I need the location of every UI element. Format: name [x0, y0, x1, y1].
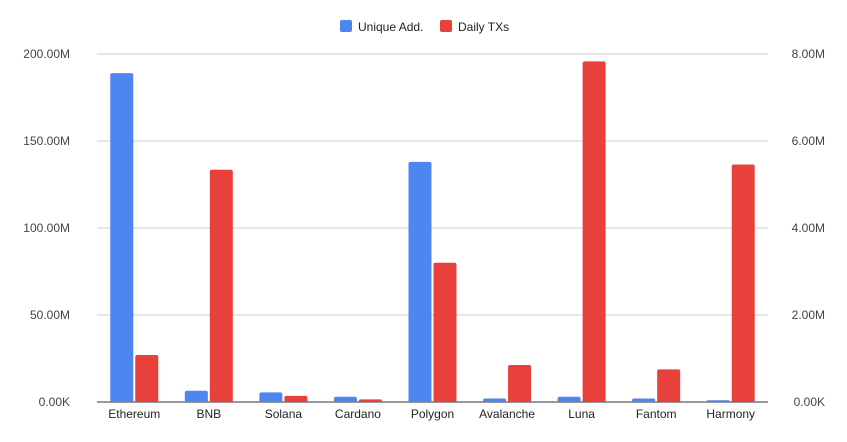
bar-daily-txs-luna	[582, 61, 606, 403]
bar-unique-add-cardano	[333, 396, 357, 402]
bar-unique-add-avalanche	[483, 398, 507, 402]
bar-unique-add-ethereum	[110, 73, 134, 402]
right-tick-label: 8.00M	[792, 47, 825, 61]
category-label: Ethereum	[108, 407, 160, 421]
category-label: BNB	[196, 407, 221, 421]
bar-daily-txs-cardano	[358, 399, 382, 402]
bar-daily-txs-fantom	[657, 369, 681, 402]
right-tick-label: 2.00M	[792, 308, 825, 322]
left-tick-label: 100.00M	[23, 221, 70, 235]
category-label: Solana	[265, 407, 303, 421]
category-label: Avalanche	[479, 407, 535, 421]
right-tick-label: 6.00M	[792, 134, 825, 148]
bar-unique-add-harmony	[706, 400, 730, 402]
category-axis: Ethereum BNB Solana Cardano Polygon Avalanche…	[108, 407, 755, 421]
bar-daily-txs-bnb	[209, 169, 233, 402]
bar-daily-txs-polygon	[433, 262, 457, 402]
bar-unique-add-fantom	[632, 398, 656, 402]
bar-daily-txs-avalanche	[508, 365, 532, 402]
category-label: Luna	[568, 407, 595, 421]
bars	[110, 61, 755, 403]
left-axis: 0.00K 50.00M 100.00M 150.00M 200.00M	[23, 47, 70, 409]
right-axis: 0.00K 2.00M 4.00M 6.00M 8.00M	[792, 47, 825, 409]
legend-label-unique-add: Unique Add.	[358, 20, 423, 34]
category-label: Cardano	[335, 407, 381, 421]
legend-label-daily-txs: Daily TXs	[458, 20, 509, 34]
gridlines	[97, 53, 768, 403]
left-tick-label: 50.00M	[30, 308, 70, 322]
bar-daily-txs-solana	[284, 395, 308, 402]
legend-swatch-unique-add	[340, 20, 352, 32]
left-tick-label: 0.00K	[39, 395, 70, 409]
category-label: Fantom	[636, 407, 677, 421]
bar-daily-txs-ethereum	[135, 355, 159, 402]
bar-unique-add-luna	[557, 396, 581, 402]
category-label: Polygon	[411, 407, 454, 421]
bar-unique-add-solana	[259, 392, 283, 402]
bar-unique-add-polygon	[408, 161, 432, 402]
legend-swatch-daily-txs	[440, 20, 452, 32]
right-tick-label: 0.00K	[794, 395, 825, 409]
bar-daily-txs-harmony	[731, 164, 755, 402]
left-tick-label: 150.00M	[23, 134, 70, 148]
category-label: Harmony	[706, 407, 755, 421]
left-tick-label: 200.00M	[23, 47, 70, 61]
right-tick-label: 4.00M	[792, 221, 825, 235]
legend: Unique Add. Daily TXs	[340, 20, 509, 34]
bar-unique-add-bnb	[184, 390, 208, 402]
